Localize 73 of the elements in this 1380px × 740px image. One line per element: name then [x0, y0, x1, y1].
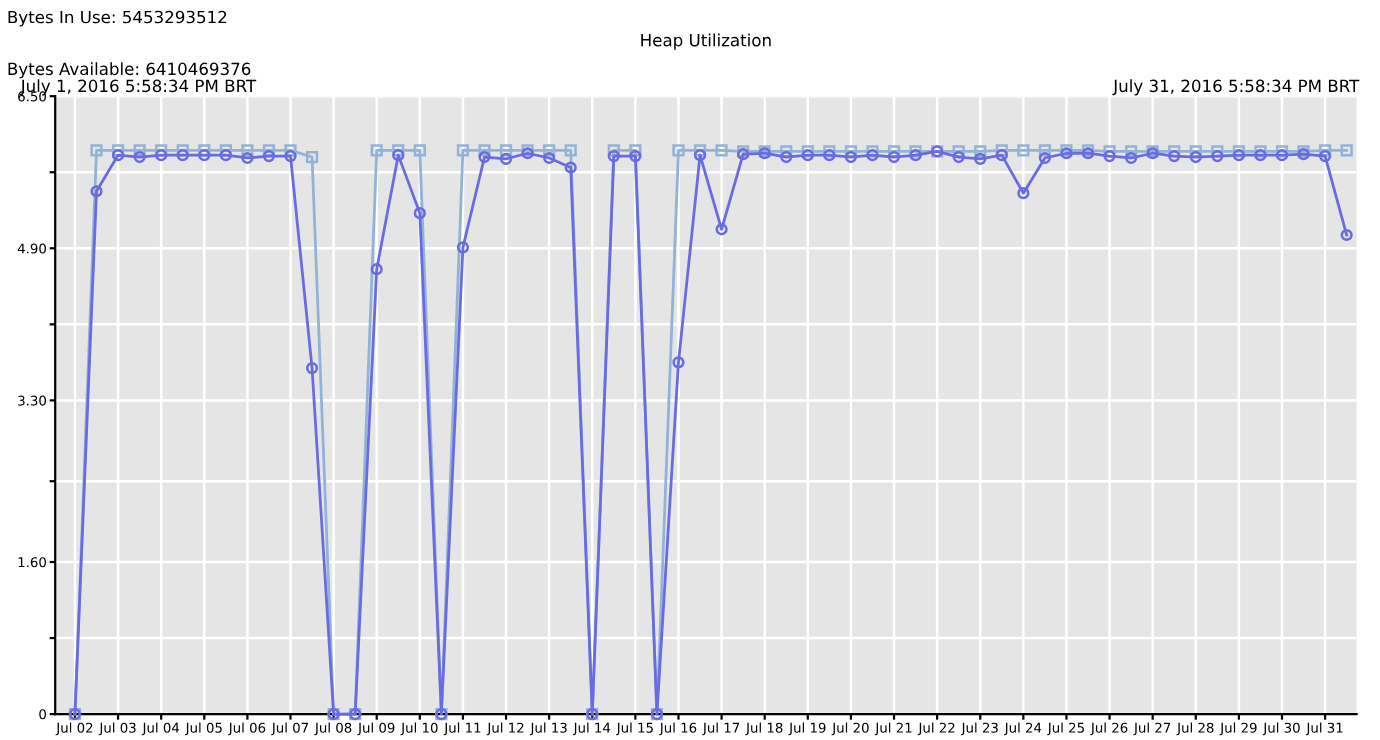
point [672, 144, 685, 157]
point [305, 150, 319, 164]
point [607, 149, 620, 163]
point [1038, 151, 1052, 165]
point [672, 356, 685, 369]
point [543, 144, 556, 157]
point [219, 149, 232, 162]
point [887, 145, 901, 158]
point [1340, 144, 1353, 157]
point [90, 185, 103, 198]
point [133, 150, 146, 164]
point [1340, 228, 1353, 242]
point [629, 144, 642, 157]
point [974, 152, 987, 166]
point [90, 144, 103, 157]
point [370, 263, 383, 276]
point [456, 144, 470, 157]
point [262, 144, 276, 157]
point [715, 223, 728, 236]
point [284, 144, 297, 157]
point [629, 149, 642, 163]
point [413, 207, 426, 220]
point [564, 161, 577, 174]
point [995, 149, 1008, 162]
text: Bytes In Use: 5453293512 [8, 10, 227, 27]
point [1318, 149, 1332, 163]
point [1125, 145, 1138, 158]
point [284, 149, 297, 163]
point [478, 144, 491, 157]
text: July 31, 2016 5:58:34 PM BRT [1112, 79, 1360, 96]
point [1211, 149, 1224, 163]
point [607, 144, 620, 157]
point [413, 144, 426, 157]
point [844, 150, 858, 164]
point [370, 144, 383, 157]
point [1189, 150, 1202, 164]
point [456, 241, 470, 254]
point [844, 145, 858, 158]
point [392, 144, 405, 157]
point [715, 144, 728, 157]
point [693, 144, 707, 157]
chart-title: Heap Utilization [641, 33, 771, 50]
point [305, 361, 319, 375]
point [952, 145, 965, 158]
point [543, 151, 556, 165]
point [499, 152, 513, 166]
point [1168, 149, 1181, 163]
point [1103, 149, 1116, 163]
point [1017, 144, 1030, 157]
point [155, 149, 168, 162]
point [241, 144, 254, 157]
point [1038, 144, 1052, 157]
point [241, 151, 254, 165]
point [111, 144, 125, 157]
point [111, 149, 125, 162]
point [952, 150, 965, 164]
point [1318, 144, 1332, 157]
point [133, 144, 146, 157]
text: Bytes Available: 6410469376 [8, 62, 251, 79]
point [780, 150, 793, 164]
point [693, 149, 707, 162]
point [478, 150, 491, 164]
text: July 1, 2016 5:58:34 PM BRT [19, 79, 257, 96]
point [499, 144, 513, 157]
point [564, 144, 577, 157]
point [1125, 151, 1138, 165]
point [974, 145, 987, 158]
point [887, 150, 901, 164]
point [262, 149, 276, 163]
point [198, 149, 211, 162]
point [1017, 187, 1030, 200]
point [176, 149, 189, 162]
point [392, 149, 405, 162]
